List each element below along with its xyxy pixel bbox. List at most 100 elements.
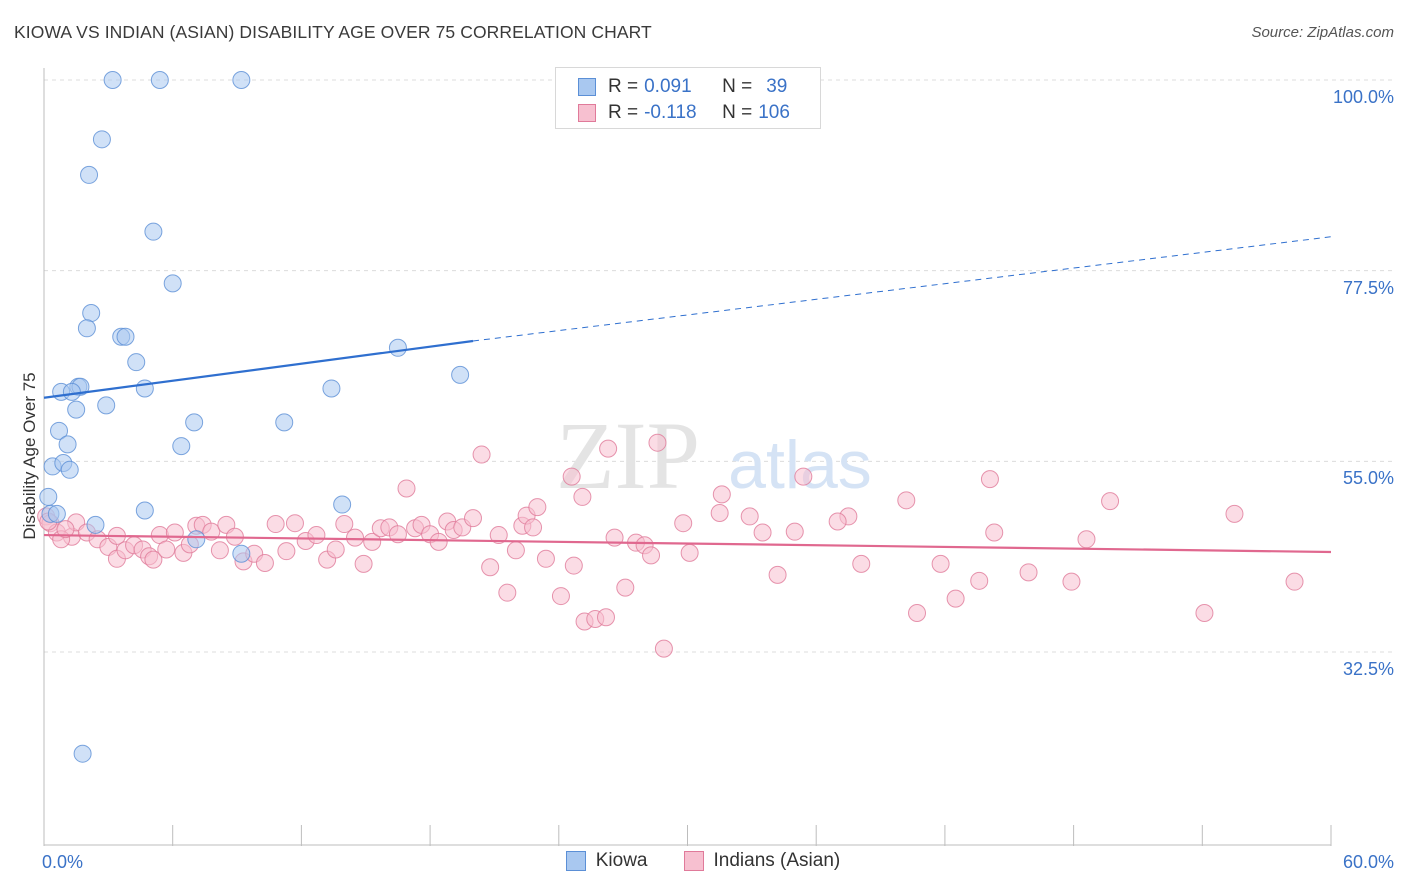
indians-point-87: [828, 512, 847, 531]
indians-point-23: [210, 541, 229, 560]
kiowa-point-2: [232, 71, 251, 89]
indians-point-92: [946, 589, 965, 608]
kiowa-point-26: [172, 437, 191, 456]
indians-point-62: [551, 587, 570, 606]
indians-point-42: [388, 525, 407, 544]
legend-r-label: R =: [608, 76, 639, 97]
indians-point-37: [346, 528, 365, 547]
kiowa-point-0: [103, 71, 122, 89]
y-tick-label-1: 77.5%: [1342, 277, 1394, 298]
indians-point-43: [397, 479, 416, 498]
kiowa-point-17: [135, 379, 154, 398]
indians-point-35: [326, 540, 345, 559]
indians-point-97: [1062, 572, 1081, 591]
indians-point-75: [648, 433, 667, 452]
kiowa-point-1: [150, 71, 169, 89]
kiowa-point-19: [322, 379, 341, 398]
legend-n-label: N =: [722, 76, 753, 97]
indians-point-102: [1285, 572, 1304, 591]
kiowa-point-32: [135, 501, 154, 520]
kiowa-point-38: [73, 744, 92, 763]
legend-r-value: 0.091: [644, 76, 692, 97]
indians-point-95: [980, 470, 999, 489]
indians-point-33: [307, 526, 326, 545]
kiowa-point-12: [388, 338, 407, 357]
series-swatch-kiowa: [565, 851, 586, 871]
indians-point-99: [1101, 492, 1120, 511]
kiowa-point-35: [86, 515, 105, 534]
kiowa-point-29: [60, 460, 79, 479]
kiowa-point-18: [62, 382, 81, 401]
indians-point-63: [562, 467, 581, 486]
indians-point-17: [165, 523, 184, 542]
indians-point-71: [616, 578, 635, 597]
series-swatch-indians: [683, 851, 704, 871]
legend-row-kiowa: R = 0.091 N = 39: [578, 75, 787, 99]
indians-point-30: [277, 542, 296, 561]
indians-point-74: [642, 546, 661, 565]
indians-point-81: [740, 507, 759, 526]
trend-lines: [43, 236, 1332, 554]
indians-point-29: [266, 515, 285, 534]
kiowa-point-37: [232, 544, 251, 563]
legend-r-label: R =: [608, 102, 639, 123]
indians-point-47: [429, 532, 448, 551]
indians-point-77: [674, 514, 693, 533]
series-legend-indians[interactable]: Indians (Asian): [683, 850, 841, 872]
kiowa-point-3: [92, 130, 111, 149]
kiowa-point-23: [275, 413, 294, 432]
kiowa-point-7: [82, 304, 101, 323]
source-label: Source: ZipAtlas.com: [1251, 24, 1394, 41]
indians-point-90: [908, 604, 927, 623]
indians-point-96: [1019, 563, 1038, 582]
indians-point-76: [654, 639, 673, 658]
indians-point-14: [144, 550, 163, 569]
indians-point-54: [489, 526, 508, 545]
indians-point-64: [564, 556, 583, 575]
kiowa-point-25: [58, 435, 77, 454]
indians-point-89: [897, 491, 916, 510]
indians-point-52: [472, 445, 491, 464]
indians-point-79: [710, 504, 729, 523]
y-tick-label-0: 100.0%: [1332, 87, 1394, 107]
legend-n-value: 106: [758, 102, 790, 123]
series-legend-kiowa[interactable]: Kiowa: [565, 850, 648, 872]
stats-legend: R = 0.091 N = 39 R = -0.118 N = 106: [555, 67, 821, 129]
indians-point-28: [255, 554, 274, 573]
indians-point-100: [1195, 604, 1214, 623]
indians-point-51: [464, 509, 482, 528]
indians-point-59: [524, 518, 543, 537]
indians-point-105: [56, 520, 75, 539]
indians-point-65: [573, 487, 592, 506]
indians-point-53: [481, 558, 500, 577]
indians-point-56: [506, 541, 525, 560]
axes: [43, 68, 1332, 846]
series-label-kiowa: Kiowa: [595, 850, 648, 871]
kiowa-point-11: [127, 353, 146, 372]
kiowa-point-21: [97, 396, 116, 415]
indians-point-69: [599, 439, 618, 458]
x-tick-label-min: 0.0%: [42, 852, 84, 872]
kiowa-point-6: [163, 274, 182, 293]
indians-point-22: [202, 522, 221, 541]
legend-r-value: -0.118: [644, 102, 697, 123]
kiowa-point-20: [67, 400, 86, 419]
kiowa-point-30: [39, 487, 58, 506]
legend-swatch-kiowa: [578, 78, 596, 96]
legend-swatch-indians: [578, 104, 596, 122]
legend-n-value: 39: [766, 76, 788, 97]
indians-point-85: [794, 467, 813, 486]
kiowa-point-22: [185, 413, 204, 432]
y-tick-label-3: 32.5%: [1342, 659, 1394, 679]
indians-point-68: [596, 608, 615, 627]
kiowa-point-36: [187, 530, 206, 549]
chart-title: KIOWA VS INDIAN (ASIAN) DISABILITY AGE O…: [14, 22, 652, 42]
indians-point-36: [335, 515, 354, 534]
indians-point-16: [157, 540, 176, 559]
indians-point-93: [970, 571, 989, 590]
indians-point-101: [1225, 504, 1244, 523]
kiowa-point-34: [47, 504, 66, 523]
kiowa-point-4: [80, 165, 99, 184]
series-label-indians: Indians (Asian): [713, 850, 841, 871]
